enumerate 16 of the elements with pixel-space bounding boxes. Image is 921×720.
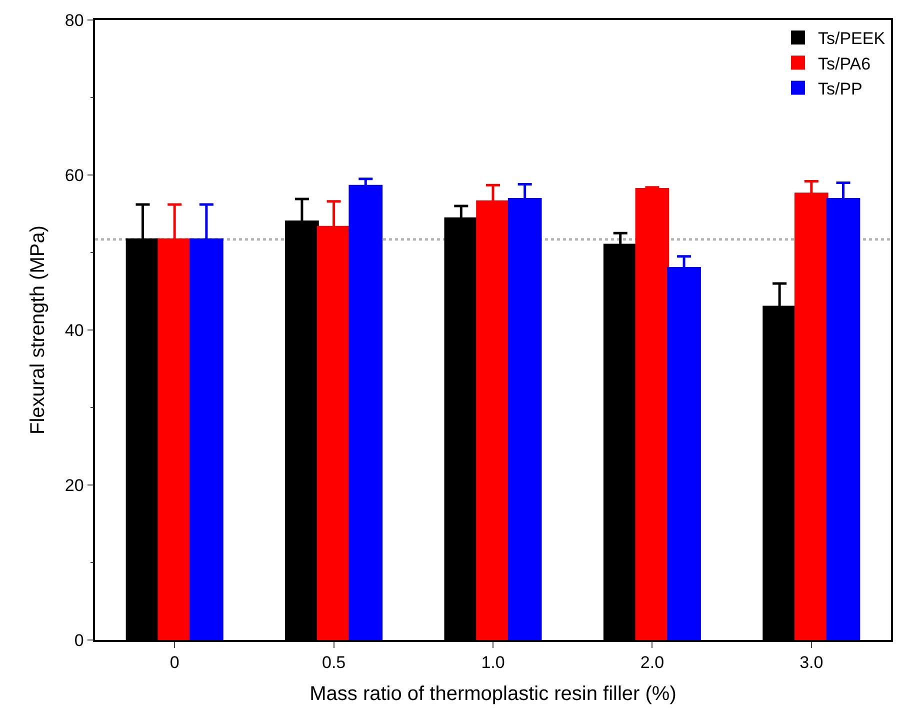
bar [635,188,670,640]
legend-label: Ts/PEEK [818,29,886,48]
legend-label: Ts/PP [818,79,862,98]
x-tick-label: 2.0 [640,653,664,672]
y-tick-label: 40 [64,320,84,340]
x-tick-label: 1.0 [481,653,505,672]
y-tick-label: 20 [64,476,84,495]
x-tick-label: 3.0 [800,653,824,672]
x-tick-label: 0 [170,653,180,672]
legend-label: Ts/PA6 [818,54,871,74]
x-axis-title: Mass ratio of thermoplastic resin filler (%) [310,683,676,706]
y-tick-label: 60 [64,166,84,185]
x-tick-label: 0.5 [322,653,346,672]
y-tick-label: 0 [74,630,84,650]
y-axis-title: Flexural strength (MPa) [26,226,49,434]
y-tick-label: 80 [64,10,84,30]
